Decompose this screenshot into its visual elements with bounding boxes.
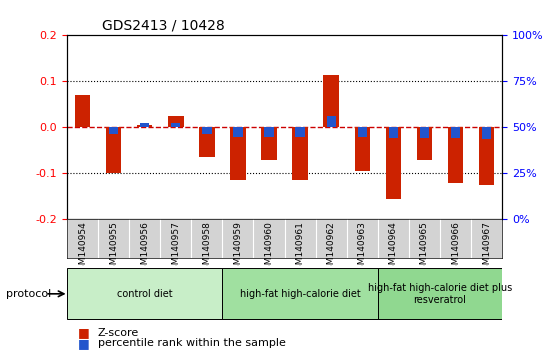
Text: GSM140955: GSM140955	[109, 222, 118, 276]
Bar	[389, 127, 398, 138]
Text: protocol: protocol	[6, 289, 51, 299]
Bar	[109, 127, 118, 134]
FancyBboxPatch shape	[378, 268, 502, 319]
Text: control diet: control diet	[117, 289, 172, 299]
Bar	[296, 127, 305, 137]
Bar	[326, 116, 336, 127]
Bar	[140, 123, 150, 127]
Bar	[354, 127, 370, 171]
Text: ■: ■	[78, 326, 90, 339]
Bar	[261, 127, 277, 160]
Bar	[386, 127, 401, 199]
Bar	[199, 127, 215, 157]
Bar	[292, 127, 308, 181]
Bar	[417, 127, 432, 160]
Bar	[202, 127, 211, 134]
Bar	[264, 127, 273, 137]
Text: ■: ■	[78, 337, 90, 350]
Bar	[324, 75, 339, 127]
Text: GSM140957: GSM140957	[171, 222, 180, 276]
Bar	[137, 125, 152, 127]
FancyBboxPatch shape	[223, 268, 378, 319]
Text: GSM140964: GSM140964	[389, 222, 398, 276]
Bar	[420, 127, 429, 138]
Text: GSM140958: GSM140958	[203, 222, 211, 276]
Bar	[230, 127, 246, 181]
Bar	[168, 116, 184, 127]
Text: GSM140965: GSM140965	[420, 222, 429, 276]
Text: GSM140962: GSM140962	[327, 222, 336, 276]
Bar	[448, 127, 463, 183]
Bar	[75, 95, 90, 127]
Text: Z-score: Z-score	[98, 328, 139, 338]
Text: GSM140966: GSM140966	[451, 222, 460, 276]
Text: GDS2413 / 10428: GDS2413 / 10428	[102, 19, 224, 33]
Bar	[106, 127, 122, 173]
Bar	[482, 127, 491, 139]
Bar	[171, 123, 180, 127]
Text: percentile rank within the sample: percentile rank within the sample	[98, 338, 286, 348]
Text: GSM140954: GSM140954	[78, 222, 87, 276]
Bar	[233, 127, 243, 137]
Bar	[358, 127, 367, 137]
FancyBboxPatch shape	[67, 268, 223, 319]
Text: GSM140963: GSM140963	[358, 222, 367, 276]
Bar	[451, 127, 460, 138]
Text: GSM140960: GSM140960	[264, 222, 273, 276]
Text: GSM140967: GSM140967	[482, 222, 491, 276]
Text: high-fat high-calorie diet plus
resveratrol: high-fat high-calorie diet plus resverat…	[368, 283, 512, 305]
Bar	[479, 127, 494, 185]
Text: GSM140959: GSM140959	[233, 222, 242, 276]
Text: high-fat high-calorie diet: high-fat high-calorie diet	[240, 289, 360, 299]
Text: GSM140956: GSM140956	[140, 222, 149, 276]
Text: GSM140961: GSM140961	[296, 222, 305, 276]
